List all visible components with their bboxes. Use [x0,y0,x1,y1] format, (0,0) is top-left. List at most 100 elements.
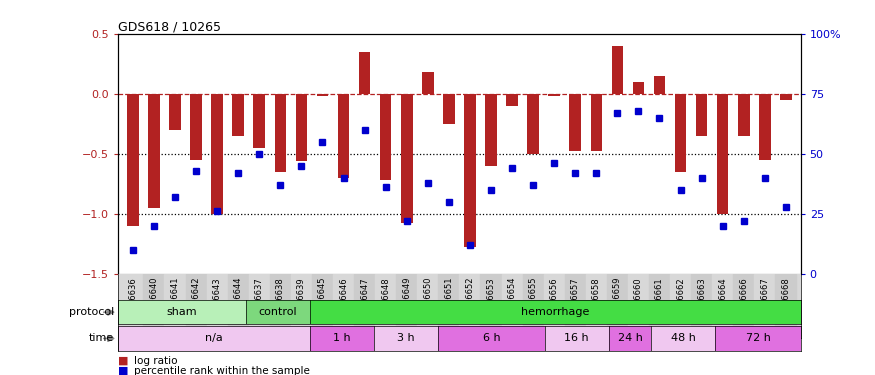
Text: GSM16662: GSM16662 [676,277,685,322]
Text: time: time [88,333,114,344]
Text: GDS618 / 10265: GDS618 / 10265 [118,21,221,34]
Bar [528,94,539,154]
Bar [459,274,480,338]
Text: GSM16663: GSM16663 [697,277,706,322]
Bar [591,94,602,152]
Bar [438,274,459,338]
Bar [359,52,370,94]
Bar [275,94,286,172]
Bar [254,94,265,148]
Text: GSM16643: GSM16643 [213,277,221,322]
Text: hemorrhage: hemorrhage [522,307,590,317]
Bar [438,326,544,351]
Bar [310,326,374,351]
Bar [186,274,206,338]
Bar [738,94,750,136]
Text: ■: ■ [118,366,129,375]
Text: 3 h: 3 h [397,333,415,344]
Text: GSM16641: GSM16641 [171,277,179,322]
Text: GSM16652: GSM16652 [466,277,474,322]
Bar [654,76,665,94]
Text: GSM16645: GSM16645 [318,277,327,322]
Text: GSM16660: GSM16660 [634,277,643,322]
Text: 6 h: 6 h [482,333,500,344]
Bar [507,94,518,106]
Bar [670,274,691,338]
Bar [118,300,246,324]
Bar [759,94,771,160]
Bar [543,274,564,338]
Text: GSM16666: GSM16666 [739,277,748,322]
Bar [549,94,560,96]
Text: GSM16667: GSM16667 [760,277,769,322]
Text: n/a: n/a [206,333,223,344]
Bar [190,94,202,160]
Text: GSM16642: GSM16642 [192,277,200,322]
Text: 48 h: 48 h [671,333,696,344]
Text: 24 h: 24 h [618,333,642,344]
Text: GSM16637: GSM16637 [255,277,263,322]
Bar [123,274,144,338]
Bar [633,82,644,94]
Bar [118,326,310,351]
Bar [380,94,391,180]
Bar [248,274,270,338]
Bar [338,94,349,178]
Bar [212,94,223,214]
Text: GSM16639: GSM16639 [297,277,306,322]
Text: GSM16659: GSM16659 [612,277,622,322]
Bar [607,274,628,338]
Bar [317,94,328,96]
Bar [464,94,476,248]
Bar [609,326,651,351]
Text: 72 h: 72 h [746,333,770,344]
Bar [628,274,649,338]
Bar [417,274,438,338]
Bar [716,326,801,351]
Bar [733,274,754,338]
Text: GSM16638: GSM16638 [276,277,285,322]
Text: GSM16655: GSM16655 [528,277,537,322]
Text: GSM16650: GSM16650 [424,277,432,322]
Text: GSM16646: GSM16646 [339,277,348,322]
Bar [422,72,434,94]
Text: GSM16649: GSM16649 [402,277,411,322]
Bar [585,274,607,338]
Bar [290,274,312,338]
Text: GSM16640: GSM16640 [150,277,158,322]
Bar [570,94,581,152]
Bar [544,326,609,351]
Bar [374,326,438,351]
Text: 1 h: 1 h [333,333,351,344]
Text: ■: ■ [118,356,129,366]
Text: sham: sham [167,307,198,317]
Bar [480,274,501,338]
Bar [127,94,138,226]
Text: log ratio: log ratio [134,356,178,366]
Text: GSM16661: GSM16661 [655,277,664,322]
Bar [246,300,310,324]
Bar [564,274,585,338]
Bar [401,94,412,224]
Bar [612,46,623,94]
Bar [443,94,455,124]
Text: GSM16653: GSM16653 [487,277,495,322]
Bar [651,326,716,351]
Bar [312,274,333,338]
Bar [144,274,164,338]
Bar [485,94,497,166]
Bar [396,274,417,338]
Text: GSM16664: GSM16664 [718,277,727,322]
Text: GSM16636: GSM16636 [129,277,137,322]
Bar [233,94,244,136]
Text: GSM16651: GSM16651 [444,277,453,322]
Bar [310,300,801,324]
Bar [712,274,733,338]
Text: GSM16647: GSM16647 [360,277,369,322]
Bar [501,274,522,338]
Bar [675,94,686,172]
Bar [333,274,354,338]
Text: protocol: protocol [68,307,114,317]
Bar [696,94,707,136]
Bar [522,274,543,338]
